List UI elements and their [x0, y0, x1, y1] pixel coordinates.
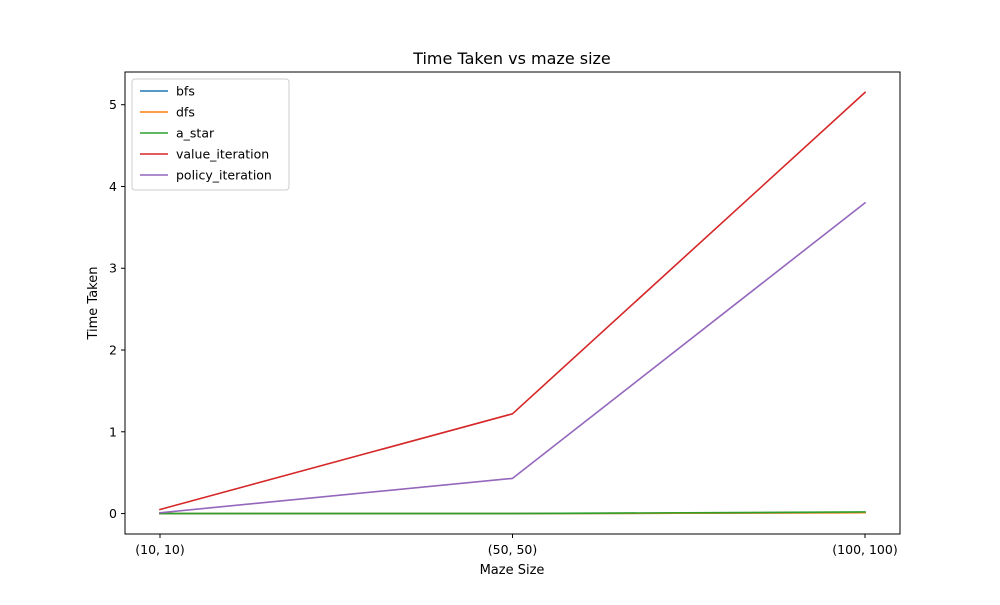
legend-label: a_star: [176, 126, 215, 141]
legend-label: policy_iteration: [176, 168, 272, 183]
y-tick-label: 1: [109, 424, 117, 439]
legend-box: [131, 78, 290, 191]
legend-label: value_iteration: [176, 147, 269, 162]
x-tick-label: (100, 100): [832, 542, 897, 557]
series-layer: [159, 91, 867, 515]
series-line-policy-iteration: [159, 201, 867, 514]
y-tick-label: 0: [109, 506, 117, 521]
legend-label: bfs: [176, 84, 195, 99]
x-axis-ticks: (10, 10) (50, 50) (100, 100): [135, 534, 898, 557]
x-axis-label: Maze Size: [480, 563, 545, 578]
series-line-value-iteration: [159, 91, 867, 511]
y-axis-label: Time Taken: [86, 266, 101, 340]
y-tick-label: 3: [109, 261, 117, 276]
y-tick-label: 4: [109, 179, 117, 194]
chart-title: Time Taken vs maze size: [412, 49, 611, 68]
y-axis-ticks: 0 1 2 3 4 5: [109, 97, 125, 521]
series-line-a-star: [159, 511, 866, 515]
legend: bfs dfs a_star value_iteration policy_iterat…: [131, 78, 290, 191]
x-tick-label: (50, 50): [488, 542, 538, 557]
legend-label: dfs: [176, 105, 195, 120]
y-tick-label: 5: [109, 97, 117, 112]
x-tick-label: (10, 10): [135, 542, 185, 557]
y-tick-label: 2: [109, 343, 117, 358]
